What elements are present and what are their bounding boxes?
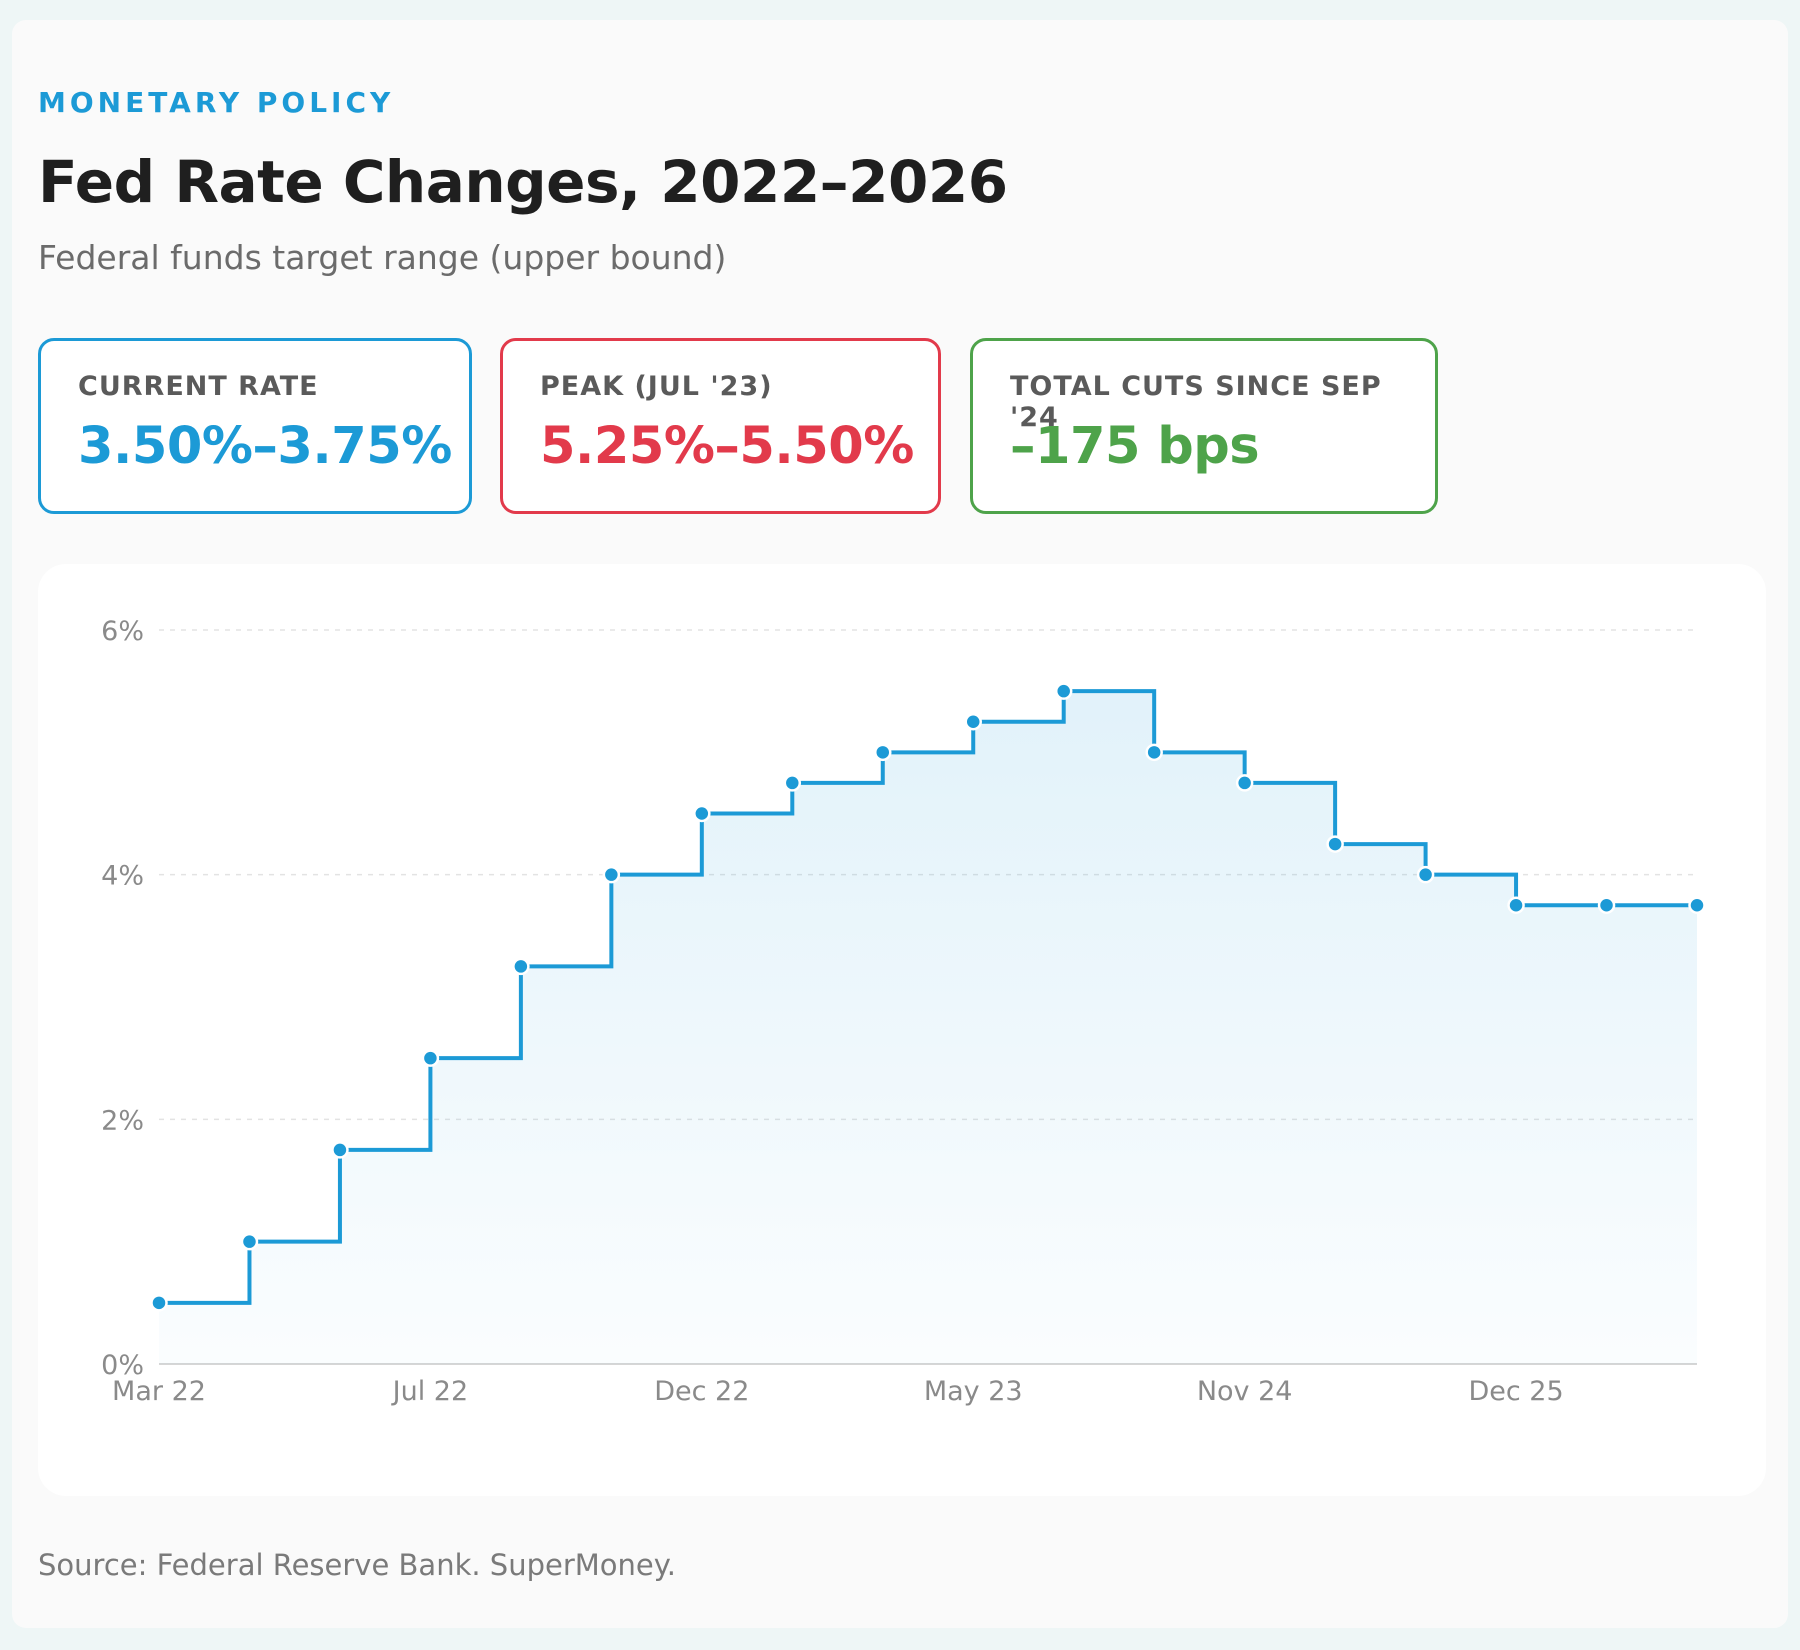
page-title: Fed Rate Changes, 2022–2026 [38, 148, 1008, 216]
source-note: Source: Federal Reserve Bank. SuperMoney… [38, 1548, 676, 1582]
x-tick-label: Jul 22 [391, 1376, 469, 1407]
chart-card: MONETARY POLICY Fed Rate Changes, 2022–2… [12, 20, 1788, 1628]
stat-value-peak: 5.25%–5.50% [540, 417, 914, 476]
y-tick-label: 0% [101, 1350, 144, 1381]
data-point [240, 1232, 259, 1251]
data-point [331, 1141, 349, 1159]
area-fill [159, 691, 1697, 1364]
x-tick-label: Nov 24 [1197, 1376, 1293, 1407]
stat-card-current-rate: CURRENT RATE 3.50%–3.75% [38, 338, 472, 514]
data-point [150, 1294, 168, 1312]
data-point [693, 804, 711, 823]
data-point [421, 1049, 440, 1067]
data-point [964, 713, 982, 731]
data-point [1054, 682, 1073, 700]
stat-label-current-rate: CURRENT RATE [78, 371, 319, 402]
x-tick-label: Dec 25 [1468, 1376, 1563, 1407]
x-tick-label: Dec 22 [654, 1376, 749, 1407]
data-point [1235, 774, 1254, 792]
data-point [874, 743, 892, 762]
page-subtitle: Federal funds target range (upper bound) [38, 238, 727, 277]
stat-card-peak: PEAK (JUL '23) 5.25%–5.50% [500, 338, 941, 514]
y-tick-label: 2% [101, 1105, 144, 1136]
data-point [602, 865, 621, 884]
stat-label-total-cuts: TOTAL CUTS SINCE SEP '24 [1010, 371, 1382, 433]
data-point [1688, 896, 1706, 914]
data-point [1507, 896, 1525, 914]
rate-step-chart: 0% 2% 4% 6% Mar 22 Jul 22 Dec 22 May 23 Nov 24 De… [101, 616, 1706, 1407]
stat-label-peak: PEAK (JUL '23) [540, 371, 773, 402]
data-point [1145, 743, 1163, 762]
data-point [512, 957, 530, 976]
chart-panel: 0% 2% 4% 6% Mar 22 Jul 22 Dec 22 May 23 Nov 24 De… [38, 564, 1766, 1496]
data-point [1416, 865, 1435, 884]
eyebrow-label: MONETARY POLICY [38, 86, 395, 119]
y-tick-label: 4% [101, 861, 144, 892]
x-tick-label: May 23 [924, 1376, 1023, 1407]
stat-value-current-rate: 3.50%–3.75% [78, 417, 452, 476]
data-point [1326, 835, 1344, 853]
x-tick-label: Mar 22 [112, 1376, 206, 1407]
y-tick-label: 6% [101, 616, 144, 647]
stat-value-total-cuts: –175 bps [1010, 417, 1260, 476]
data-point [783, 774, 802, 792]
data-point [1597, 896, 1616, 914]
stat-card-total-cuts: TOTAL CUTS SINCE SEP '24 –175 bps [970, 338, 1438, 514]
